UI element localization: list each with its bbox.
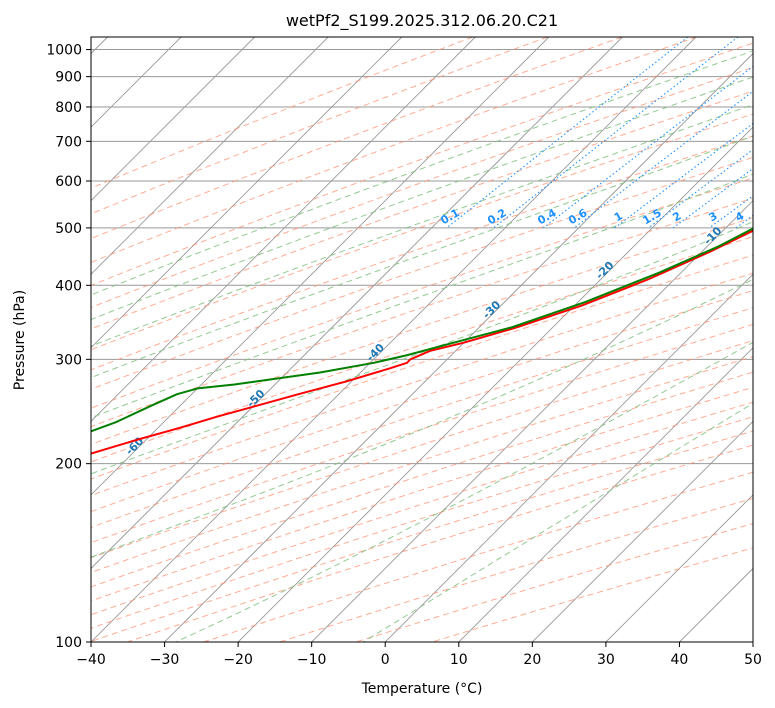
isotherm-line: [91, 37, 255, 202]
x-tick-label: −40: [76, 652, 106, 668]
isotherm-line: [237, 126, 753, 642]
x-tick-label: 20: [523, 652, 541, 668]
dry-adiabat: [91, 42, 753, 286]
dry-adiabat: [91, 37, 548, 215]
moist-adiabats: [91, 50, 753, 642]
dry-adiabat: [91, 156, 753, 390]
y-tick-label: 500: [55, 221, 82, 237]
y-axis-ticks: 100 200 300 400 500 600 700 800 900 1000: [46, 43, 91, 651]
dry-adiabat: [91, 340, 753, 559]
x-tick-label: 0: [381, 652, 390, 668]
y-tick-label: 300: [55, 352, 82, 368]
x-tick-label: 30: [597, 652, 615, 668]
mixing-ratio-line: [672, 167, 753, 229]
dewpoint-profile-line: [91, 227, 753, 433]
mixing-ratio-line: [543, 65, 753, 229]
dry-adiabat: [91, 177, 753, 409]
isotherm-line: [91, 37, 697, 642]
isotherm-line: [91, 37, 623, 570]
isotherm-line: [91, 37, 476, 422]
y-tick-label: 600: [55, 174, 82, 190]
plot-frame: [90, 36, 754, 643]
mixing-ratio-line: [573, 90, 753, 229]
moist-adiabat: [91, 50, 753, 296]
mixing-ratio-line: [493, 37, 739, 229]
temperature-profile-line: [91, 229, 753, 455]
isotherm-line: [458, 347, 753, 642]
chart-title: wetPf2_S199.2025.312.06.20.C21: [286, 11, 558, 31]
dry-adiabat: [91, 217, 753, 446]
y-tick-label: 800: [55, 100, 82, 116]
y-tick-label: 700: [55, 134, 82, 150]
x-tick-label: 50: [744, 652, 762, 668]
dry-adiabat: [91, 66, 753, 309]
x-axis-label: Temperature (°C): [361, 681, 483, 697]
y-tick-label: 1000: [46, 43, 82, 59]
x-tick-label: −30: [150, 652, 180, 668]
moist-adiabat: [175, 341, 753, 642]
sounding-series: [91, 227, 753, 455]
x-tick-label: 40: [671, 652, 689, 668]
isotherm-line: [91, 37, 550, 496]
dry-adiabat: [91, 254, 753, 480]
moist-adiabat: [91, 173, 753, 419]
mixing-ratio-lines: [446, 37, 753, 229]
y-tick-label: 900: [55, 70, 82, 86]
moist-adiabat: [91, 278, 753, 558]
dry-adiabat: [91, 356, 753, 573]
isotherm-line: [384, 273, 753, 642]
isotherm-line: [91, 37, 403, 349]
dry-adiabat: [91, 272, 753, 497]
moist-adiabat: [91, 76, 753, 321]
dry-adiabat: [91, 386, 753, 602]
dry-adiabat: [91, 307, 753, 528]
x-axis-ticks: −40 −30 −20 −10 0 10 20 30 40 50: [76, 642, 762, 668]
dry-adiabat: [91, 37, 697, 263]
x-tick-label: 10: [450, 652, 468, 668]
isobar-grid: [91, 49, 753, 642]
isotherm-grid: [91, 37, 753, 642]
isotherm-line: [605, 494, 753, 642]
x-tick-label: −20: [223, 652, 253, 668]
plot-area: 0.10.20.40.611.52346810131620253036-100-…: [91, 37, 753, 642]
y-tick-label: 200: [55, 457, 82, 473]
isotherm-line: [311, 200, 753, 642]
y-tick-label: 400: [55, 278, 82, 294]
x-tick-label: −10: [297, 652, 327, 668]
y-axis-label: Pressure (hPa): [12, 290, 28, 390]
dry-adiabat: [91, 37, 623, 240]
isotherm-line: [91, 37, 329, 275]
isotherm-line: [532, 420, 753, 642]
y-tick-label: 100: [55, 635, 82, 651]
